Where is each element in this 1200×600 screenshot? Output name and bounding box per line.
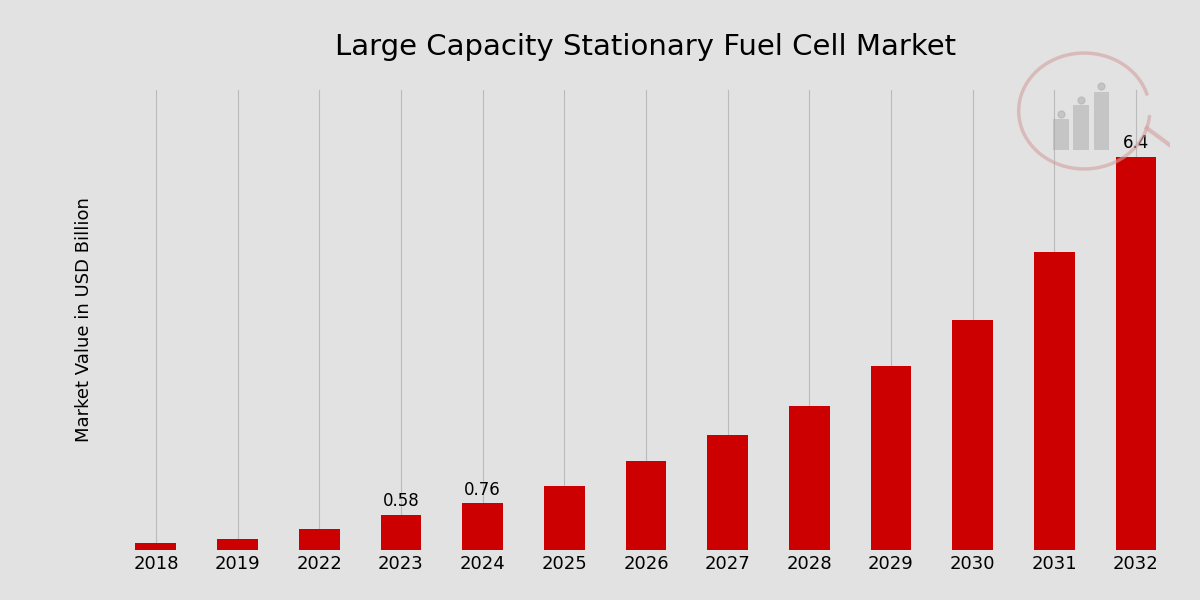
Bar <box>707 435 748 550</box>
Text: 0.76: 0.76 <box>464 481 500 499</box>
Bar <box>788 406 829 550</box>
Bar <box>544 485 584 550</box>
Bar <box>1034 253 1075 550</box>
Bar <box>299 529 340 550</box>
Bar <box>1116 157 1157 550</box>
Bar <box>625 461 666 550</box>
Y-axis label: Market Value in USD Billion: Market Value in USD Billion <box>74 197 94 442</box>
Bar <box>380 515 421 550</box>
Title: Large Capacity Stationary Fuel Cell Market: Large Capacity Stationary Fuel Cell Mark… <box>335 33 956 61</box>
Bar <box>1093 92 1109 149</box>
Bar <box>1054 119 1068 149</box>
Bar <box>136 543 176 550</box>
Bar <box>462 503 503 550</box>
Bar <box>953 320 994 550</box>
Bar <box>217 539 258 550</box>
Text: 0.58: 0.58 <box>383 491 419 509</box>
Bar <box>870 366 911 550</box>
Text: 6.4: 6.4 <box>1123 134 1150 152</box>
Bar <box>1073 106 1088 149</box>
